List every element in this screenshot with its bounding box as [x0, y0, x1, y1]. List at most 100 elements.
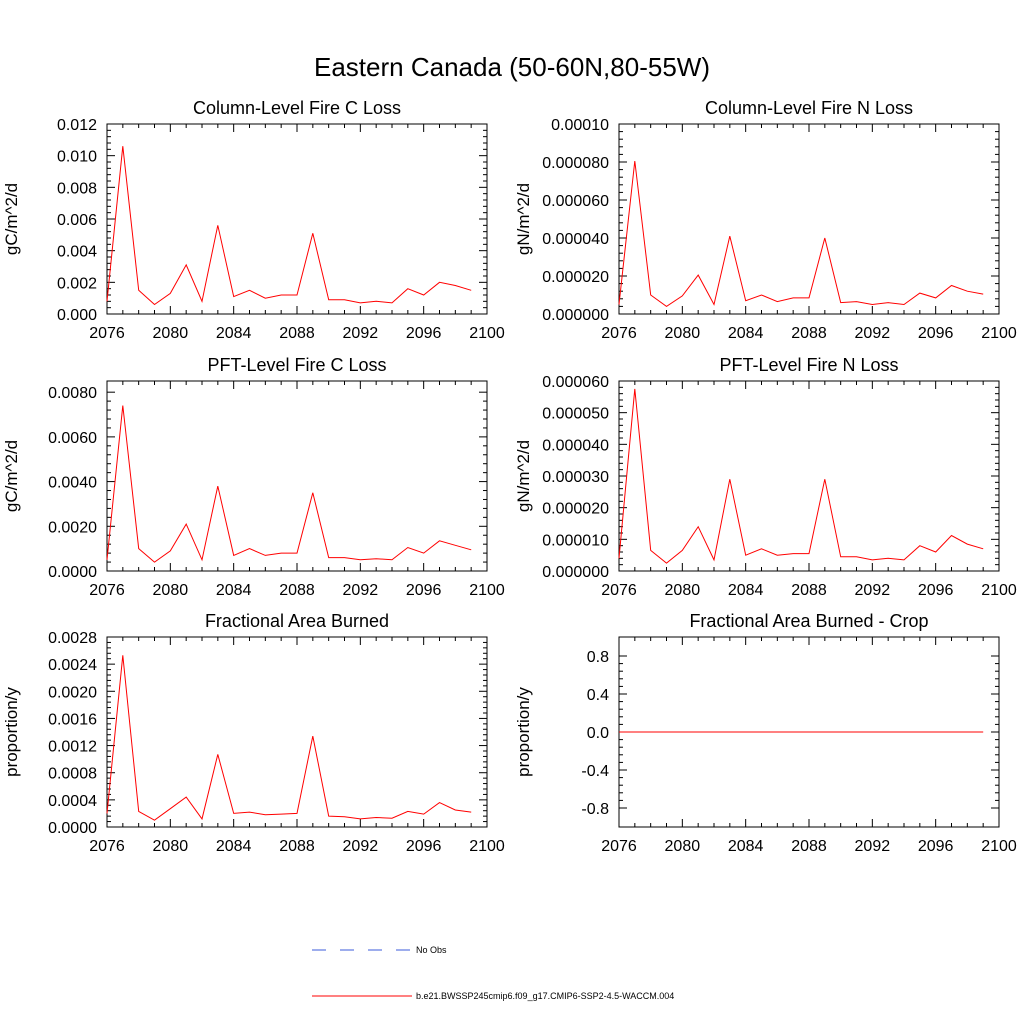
x-tick-label: 2076	[601, 838, 637, 855]
y-tick-label: 0.000020	[542, 269, 609, 286]
series-line	[106, 405, 472, 563]
y-tick-label: 0.0080	[48, 385, 97, 402]
series-line	[106, 146, 472, 306]
y-tick-label: 0.0060	[48, 430, 97, 447]
panel-title: PFT-Level Fire C Loss	[207, 355, 386, 375]
y-tick-label: 0.000040	[542, 231, 609, 248]
y-tick-label: 0.0016	[48, 711, 97, 728]
panel-title: PFT-Level Fire N Loss	[719, 355, 898, 375]
x-tick-label: 2080	[665, 838, 701, 855]
y-tick-label: 0.000060	[542, 193, 609, 210]
x-tick-label: 2100	[981, 838, 1017, 855]
x-tick-label: 2080	[153, 838, 189, 855]
y-tick-label: 0.000000	[542, 307, 609, 324]
y-tick-label: 0.000	[57, 307, 97, 324]
x-tick-label: 2084	[728, 582, 764, 599]
plot-frame	[106, 123, 488, 315]
y-tick-label: 0.004	[57, 244, 97, 261]
panel-title: Fractional Area Burned - Crop	[689, 611, 928, 631]
y-tick-label: 0.0012	[48, 739, 97, 756]
plot-frame	[618, 380, 1000, 572]
x-tick-label: 2088	[791, 838, 827, 855]
y-axis-label: proportion/y	[514, 687, 533, 777]
y-tick-label: 0.006	[57, 212, 97, 229]
x-tick-label: 2076	[601, 582, 637, 599]
x-tick-label: 2096	[406, 325, 442, 342]
legend: No Obs b.e21.BWSSP245cmip6.f09_g17.CMIP6…	[312, 945, 674, 1001]
y-tick-label: 0.010	[57, 149, 97, 166]
x-tick-label: 2088	[791, 582, 827, 599]
plot-frame	[618, 123, 1000, 315]
x-tick-label: 2096	[918, 325, 954, 342]
y-tick-label: 0.000010	[542, 532, 609, 549]
y-axis-label: gN/m^2/d	[514, 183, 533, 255]
y-tick-label: -0.4	[581, 763, 609, 780]
y-axis-label: gC/m^2/d	[2, 183, 21, 255]
y-tick-label: 0.008	[57, 180, 97, 197]
y-tick-label: 0.0000	[48, 820, 97, 837]
chart-panel-3: 2076 2080 2084 2088 2092 2096 2100 0.0000 0.0020…	[2, 355, 505, 599]
chart-panel-1: 2076 2080 2084 2088 2092 2096 2100 0.000 0.002 0.…	[2, 98, 505, 342]
y-tick-label: 0.0	[587, 725, 609, 742]
x-tick-label: 2080	[153, 582, 189, 599]
x-tick-label: 2088	[791, 325, 827, 342]
x-tick-label: 2100	[469, 582, 505, 599]
x-tick-label: 2084	[216, 582, 252, 599]
y-axis-label: gN/m^2/d	[514, 440, 533, 512]
x-tick-label: 2088	[279, 582, 315, 599]
chart-panel-2: 2076 2080 2084 2088 2092 2096 2100 0.000000 0.00…	[514, 98, 1017, 342]
x-tick-label: 2096	[918, 582, 954, 599]
y-tick-label: 0.0024	[48, 657, 97, 674]
panel-title: Column-Level Fire C Loss	[193, 98, 401, 118]
y-tick-label: 0.000050	[542, 406, 609, 423]
x-tick-label: 2100	[469, 325, 505, 342]
x-tick-label: 2092	[855, 838, 891, 855]
legend-label-model: b.e21.BWSSP245cmip6.f09_g17.CMIP6-SSP2-4…	[416, 991, 674, 1001]
x-tick-label: 2084	[216, 325, 252, 342]
x-tick-label: 2080	[153, 325, 189, 342]
x-tick-label: 2096	[406, 582, 442, 599]
y-tick-label: 0.8	[587, 649, 609, 666]
x-tick-label: 2076	[89, 582, 125, 599]
y-tick-label: 0.000000	[542, 564, 609, 581]
x-tick-label: 2084	[728, 325, 764, 342]
x-tick-label: 2076	[601, 325, 637, 342]
y-axis-label: proportion/y	[2, 687, 21, 777]
legend-label-no-obs: No Obs	[416, 945, 447, 955]
x-tick-label: 2076	[89, 325, 125, 342]
x-tick-label: 2092	[343, 325, 379, 342]
x-tick-label: 2088	[279, 325, 315, 342]
y-tick-label: 0.000060	[542, 374, 609, 391]
x-tick-label: 2076	[89, 838, 125, 855]
y-tick-label: 0.0040	[48, 475, 97, 492]
x-tick-label: 2096	[918, 838, 954, 855]
series-line	[618, 160, 984, 308]
y-tick-label: 0.4	[587, 687, 609, 704]
x-tick-label: 2100	[981, 325, 1017, 342]
y-tick-label: 0.000040	[542, 437, 609, 454]
x-tick-label: 2084	[216, 838, 252, 855]
chart-panel-4: 2076 2080 2084 2088 2092 2096 2100 0.000000 0.00…	[514, 355, 1017, 599]
chart-panel-5: 2076 2080 2084 2088 2092 2096 2100 0.0000 0.0004…	[2, 611, 505, 855]
y-tick-label: 0.0020	[48, 519, 97, 536]
panel-title: Column-Level Fire N Loss	[705, 98, 913, 118]
y-tick-label: 0.00010	[551, 117, 609, 134]
x-tick-label: 2092	[855, 325, 891, 342]
y-tick-label: 0.0000	[48, 564, 97, 581]
x-tick-label: 2080	[665, 325, 701, 342]
series-line	[106, 655, 472, 821]
x-tick-label: 2084	[728, 838, 764, 855]
x-tick-label: 2092	[343, 838, 379, 855]
plot-frame	[106, 636, 488, 828]
x-tick-label: 2096	[406, 838, 442, 855]
y-tick-label: 0.000080	[542, 155, 609, 172]
y-tick-label: 0.012	[57, 117, 97, 134]
x-tick-label: 2080	[665, 582, 701, 599]
series-line	[618, 388, 984, 564]
x-tick-label: 2092	[343, 582, 379, 599]
main-title: Eastern Canada (50-60N,80-55W)	[314, 52, 710, 82]
x-tick-label: 2088	[279, 838, 315, 855]
y-tick-label: 0.000020	[542, 501, 609, 518]
y-axis-label: gC/m^2/d	[2, 440, 21, 512]
y-tick-label: -0.8	[581, 801, 609, 818]
